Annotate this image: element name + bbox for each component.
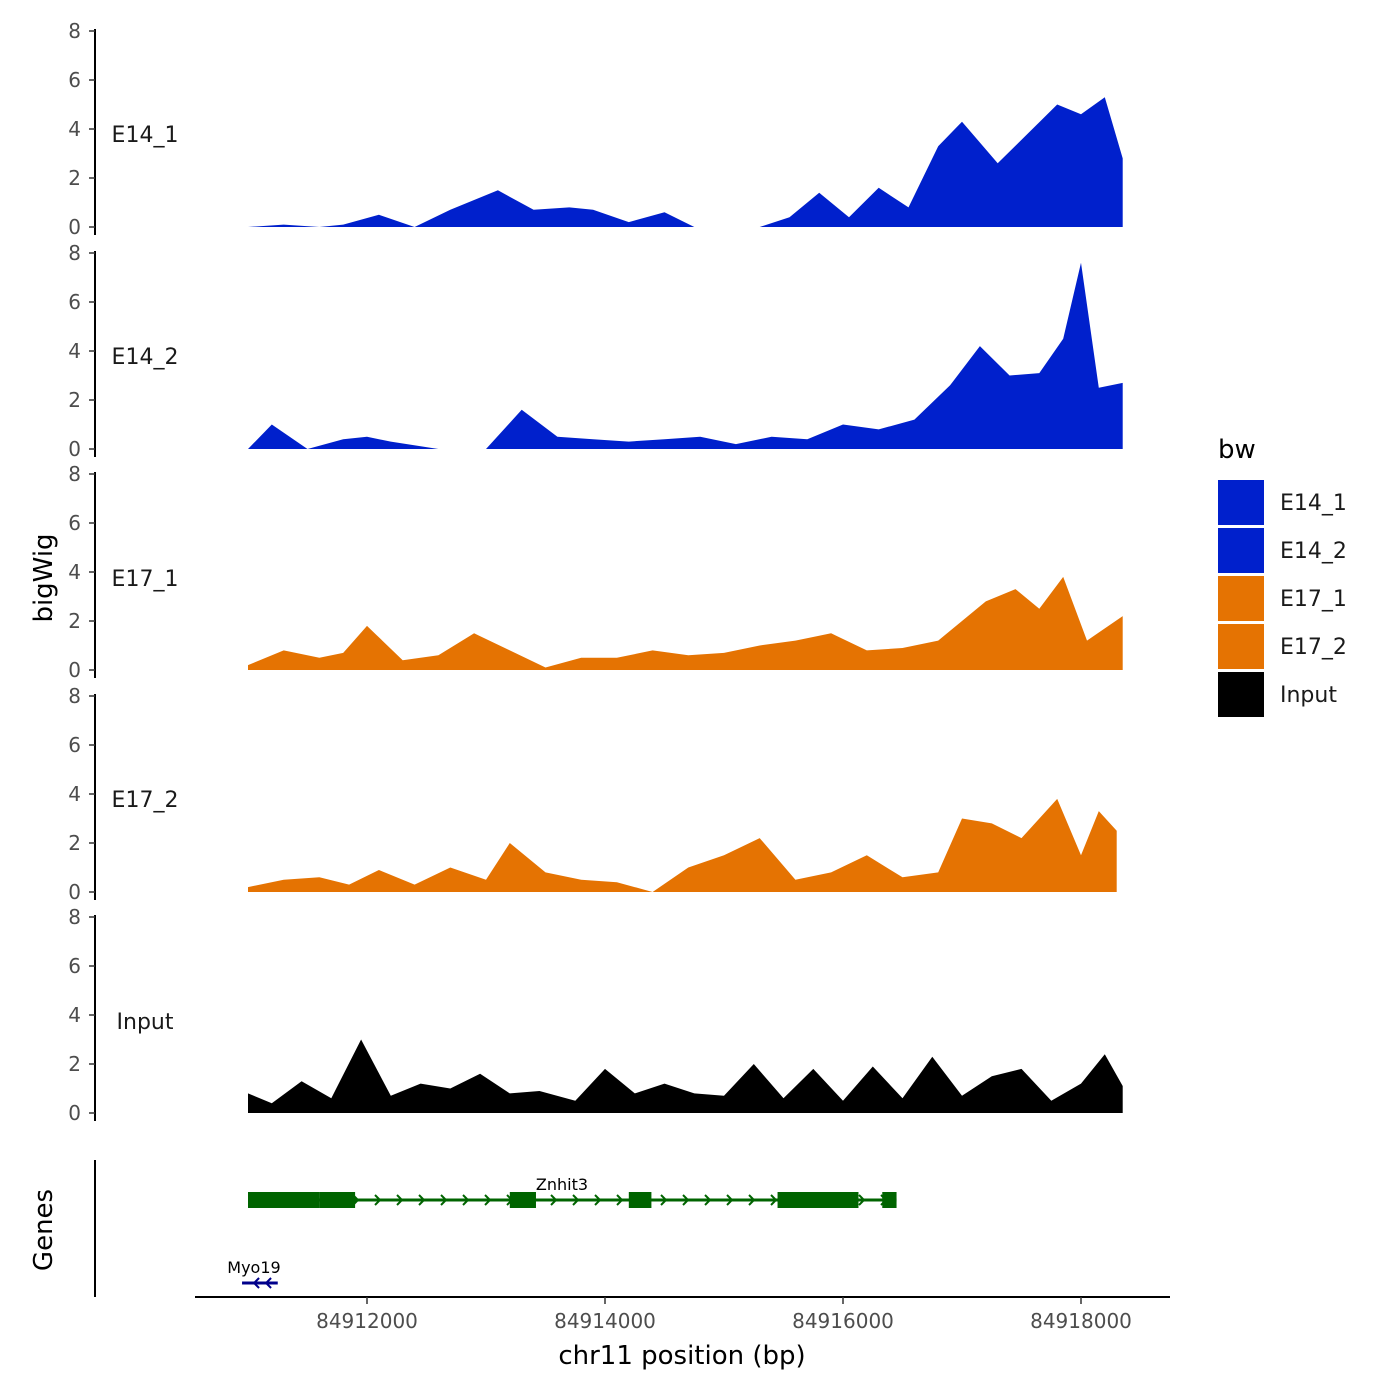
legend-title: bw xyxy=(1218,435,1256,465)
y-tick-label: 4 xyxy=(68,560,81,584)
gene-label: Znhit3 xyxy=(536,1175,588,1194)
y-tick-label: 4 xyxy=(68,782,81,806)
legend-label: Input xyxy=(1280,683,1337,708)
strand-arrow xyxy=(572,1194,580,1206)
gene-panel: Znhit3 Myo19 xyxy=(94,1160,897,1297)
legend-label: E14_1 xyxy=(1280,491,1347,516)
y-tick-label: 2 xyxy=(68,166,81,190)
track-label: E17_2 xyxy=(112,788,179,813)
strand-arrow xyxy=(396,1194,404,1206)
y-tick-label: 0 xyxy=(68,880,81,904)
y-tick-label: 2 xyxy=(68,388,81,412)
y-axis-title: bigWig xyxy=(29,533,59,622)
gene-exon xyxy=(777,1192,859,1208)
y-tick-label: 0 xyxy=(68,658,81,682)
y-tick-label: 6 xyxy=(68,68,81,92)
strand-arrow xyxy=(374,1194,382,1206)
gene-exon xyxy=(248,1192,320,1208)
coverage-area-E14_1 xyxy=(248,97,1123,227)
strand-arrow xyxy=(418,1194,426,1206)
x-tick-label: 84916000 xyxy=(792,1309,894,1333)
y-tick-label: 0 xyxy=(68,437,81,461)
track-E14_2: 0 2 4 6 8 E14_2 xyxy=(68,241,1123,461)
strand-arrow xyxy=(616,1194,624,1206)
y-tick-label: 8 xyxy=(68,905,81,929)
y-tick-label: 4 xyxy=(68,117,81,141)
strand-arrow xyxy=(484,1194,492,1206)
genes-axis-title: Genes xyxy=(29,1189,59,1271)
y-tick-label: 8 xyxy=(68,241,81,265)
track-label: E14_1 xyxy=(112,123,179,148)
x-tick-label: 84912000 xyxy=(316,1309,418,1333)
strand-arrow xyxy=(462,1194,470,1206)
gene-Myo19: Myo19 xyxy=(227,1258,281,1289)
y-tick-label: 6 xyxy=(68,511,81,535)
track-label: Input xyxy=(117,1010,174,1035)
y-tick-label: 2 xyxy=(68,609,81,633)
strand-arrow xyxy=(682,1194,690,1206)
y-tick-label: 8 xyxy=(68,462,81,486)
legend-label: E17_2 xyxy=(1280,635,1347,660)
y-tick-label: 6 xyxy=(68,954,81,978)
track-label: E17_1 xyxy=(112,567,179,592)
legend-key-E17_1 xyxy=(1218,576,1264,621)
y-tick-label: 4 xyxy=(68,1003,81,1027)
y-tick-label: 2 xyxy=(68,1052,81,1076)
legend-key-E17_2 xyxy=(1218,624,1264,669)
y-tick-label: 6 xyxy=(68,733,81,757)
legend-label: E17_1 xyxy=(1280,587,1347,612)
legend: bw E14_1 E14_2 E17_1 E17_2 Input xyxy=(1218,435,1347,717)
y-tick-label: 4 xyxy=(68,339,81,363)
strand-arrow xyxy=(770,1194,778,1206)
track-label: E14_2 xyxy=(112,345,179,370)
gene-exon xyxy=(319,1192,356,1208)
y-tick-label: 8 xyxy=(68,684,81,708)
coverage-area-E14_2 xyxy=(248,262,1123,449)
bigwig-tracks: 0 2 4 6 8 E14_1 0 2 4 6 8 E14_2 0 2 4 6 8 E17_1 0 2 4 6 8 E17_2… xyxy=(68,19,1123,1125)
strand-arrow xyxy=(748,1194,756,1206)
coverage-area-Input xyxy=(248,1039,1123,1113)
y-tick-label: 0 xyxy=(68,1101,81,1125)
gene-exon xyxy=(882,1192,897,1208)
legend-key-Input xyxy=(1218,672,1264,717)
y-tick-label: 8 xyxy=(68,19,81,43)
gene-exon xyxy=(509,1192,536,1208)
coverage-area-E17_1 xyxy=(248,576,1123,670)
y-tick-label: 6 xyxy=(68,290,81,314)
x-axis: 84912000 84914000 84916000 84918000 xyxy=(195,1296,1170,1333)
track-E17_1: 0 2 4 6 8 E17_1 xyxy=(68,462,1123,682)
strand-arrow xyxy=(550,1194,558,1206)
strand-arrow xyxy=(858,1194,866,1206)
strand-arrow xyxy=(704,1194,712,1206)
gene-Znhit3: Znhit3 xyxy=(248,1175,897,1208)
strand-arrow xyxy=(440,1194,448,1206)
y-tick-label: 2 xyxy=(68,831,81,855)
x-tick-label: 84918000 xyxy=(1030,1309,1132,1333)
legend-label: E14_2 xyxy=(1280,539,1347,564)
track-Input: 0 2 4 6 8 Input xyxy=(68,905,1123,1125)
y-tick-label: 0 xyxy=(68,215,81,239)
legend-key-E14_2 xyxy=(1218,528,1264,573)
strand-arrow xyxy=(726,1194,734,1206)
strand-arrow xyxy=(660,1194,668,1206)
track-E14_1: 0 2 4 6 8 E14_1 xyxy=(68,19,1123,239)
legend-key-E14_1 xyxy=(1218,480,1264,525)
x-tick-label: 84914000 xyxy=(554,1309,656,1333)
coverage-area-E17_2 xyxy=(248,798,1117,892)
track-E17_2: 0 2 4 6 8 E17_2 xyxy=(68,684,1117,904)
gene-exon xyxy=(628,1192,652,1208)
strand-arrow xyxy=(594,1194,602,1206)
strand-arrow xyxy=(252,1277,260,1289)
gene-label: Myo19 xyxy=(227,1258,280,1277)
strand-arrow xyxy=(264,1277,272,1289)
x-axis-title: chr11 position (bp) xyxy=(558,1341,805,1371)
